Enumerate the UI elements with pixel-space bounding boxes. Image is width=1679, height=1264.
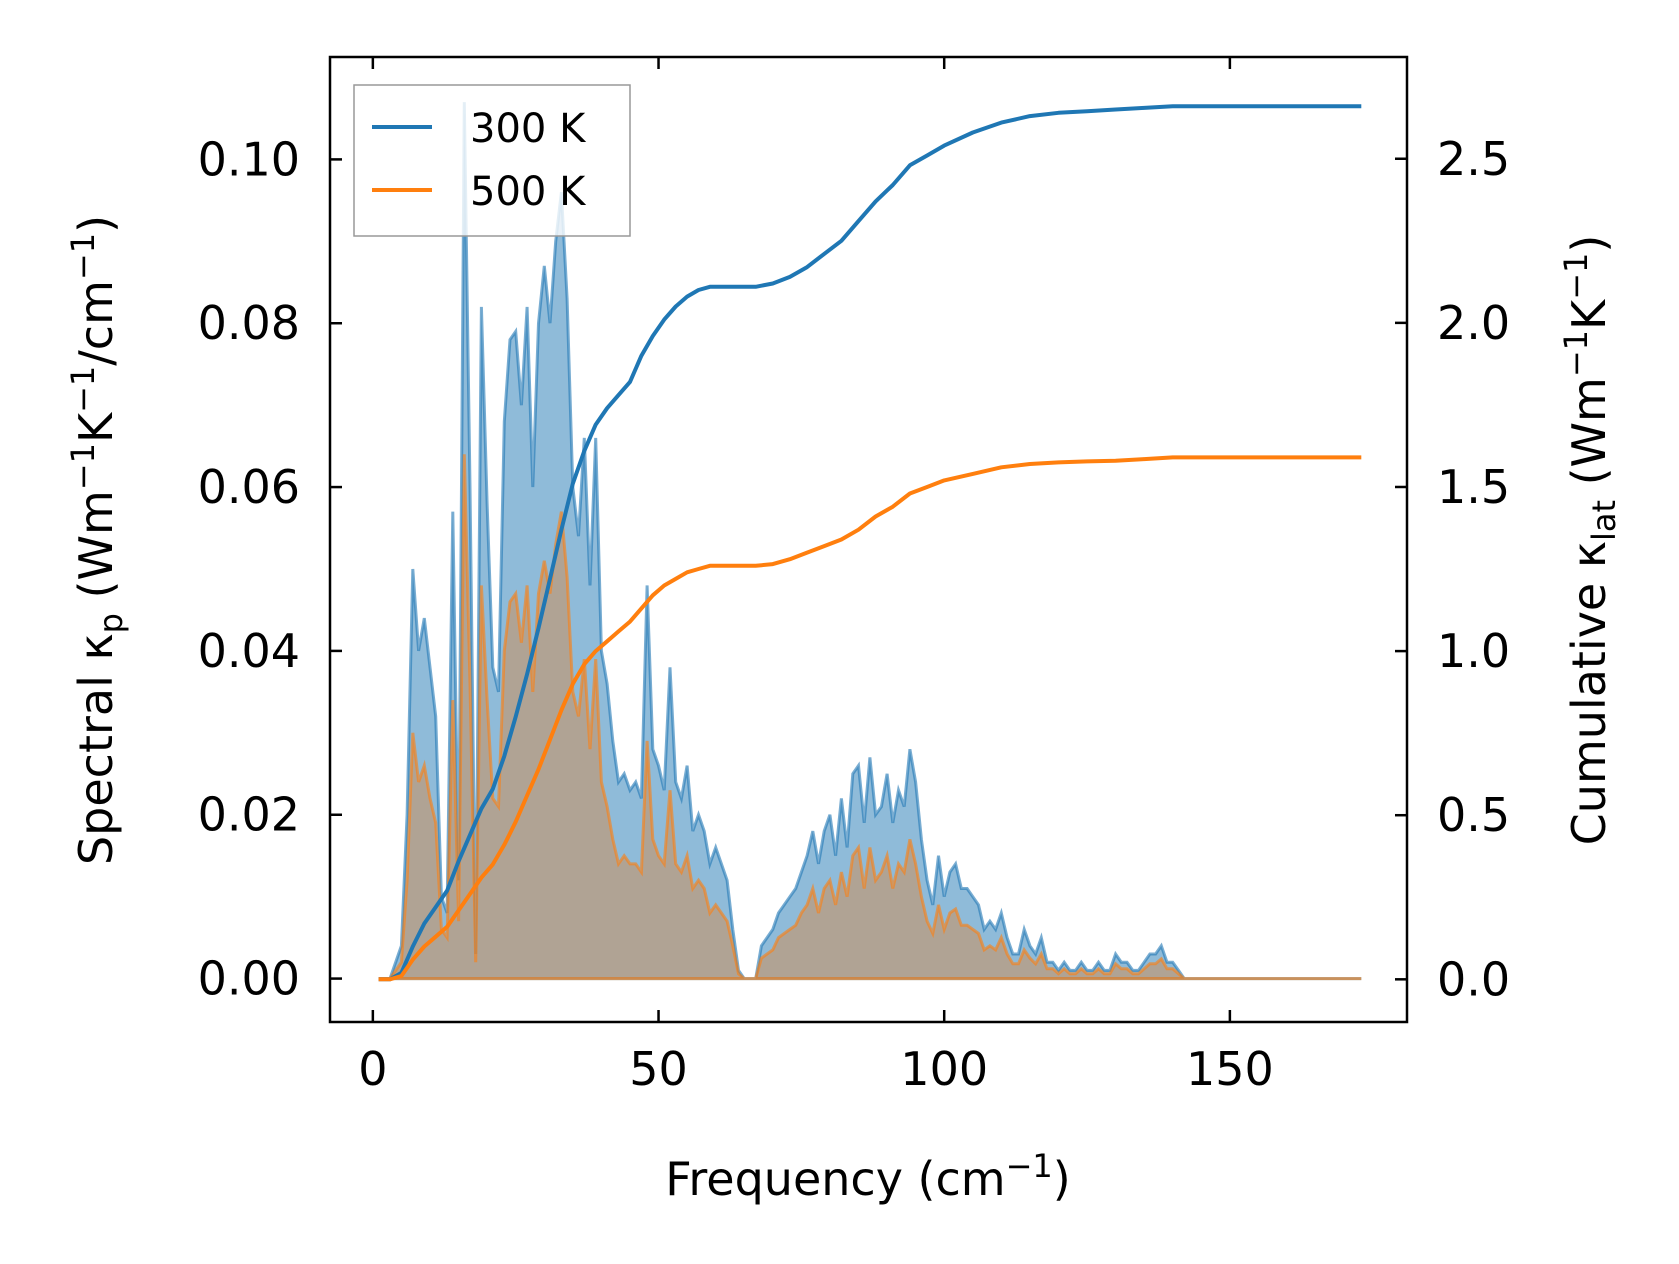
y-left-tick-label: 0.02 xyxy=(198,788,300,842)
y-left-tick-label: 0.08 xyxy=(198,296,300,350)
y-right-tick-label: 0.5 xyxy=(1437,788,1510,842)
y-axis-right-label: Cumulative κlat (Wm−1K−1) xyxy=(1557,235,1623,846)
spectral-fills xyxy=(378,102,1362,981)
x-tick-label: 0 xyxy=(358,1042,387,1096)
x-tick-label: 150 xyxy=(1186,1042,1274,1096)
plot-frame xyxy=(328,55,1409,1024)
legend-box xyxy=(353,84,631,237)
y-left-tick-label: 0.00 xyxy=(198,952,300,1006)
y-right-tick-label: 1.5 xyxy=(1437,460,1510,514)
x-tick-label: 100 xyxy=(900,1042,988,1096)
cumulative-line-2 xyxy=(378,104,1362,982)
y-right-tick-label: 2.0 xyxy=(1437,296,1510,350)
y-axis-left-label: Spectral κp (Wm−1K−1/cm−1) xyxy=(64,215,130,865)
axis-ticks: 0 50 100 150 0.00 0.02 0.04 0.06 0.08 0.10 0.0 0.5 1… xyxy=(198,57,1510,1096)
x-axis-label: Frequency (cm−1) xyxy=(665,1147,1070,1206)
series-lines xyxy=(378,104,1362,982)
y-right-tick-label: 2.5 xyxy=(1437,132,1510,186)
y-right-tick-label: 0.0 xyxy=(1437,952,1510,1006)
spectral-area-1 xyxy=(378,454,1362,981)
x-tick-label: 50 xyxy=(629,1042,688,1096)
y-left-tick-label: 0.06 xyxy=(198,460,300,514)
y-left-tick-label: 0.04 xyxy=(198,624,300,678)
legend-label-500k: 500 K xyxy=(470,169,587,215)
legend: 300 K 500 K xyxy=(353,84,631,237)
cumulative-line-3 xyxy=(378,455,1362,982)
legend-label-300k: 300 K xyxy=(470,106,587,152)
y-left-tick-label: 0.10 xyxy=(198,132,300,186)
y-right-tick-label: 1.0 xyxy=(1437,624,1510,678)
